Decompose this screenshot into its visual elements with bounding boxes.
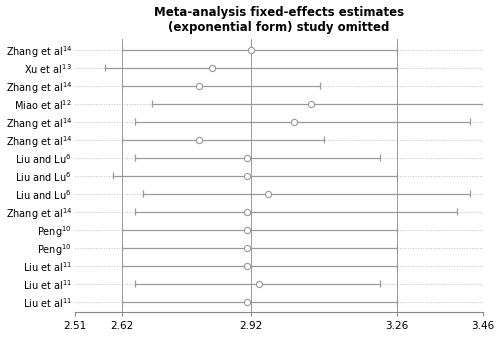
Title: Meta-analysis fixed-effects estimates
(exponential form) study omitted: Meta-analysis fixed-effects estimates (e… (154, 5, 404, 34)
